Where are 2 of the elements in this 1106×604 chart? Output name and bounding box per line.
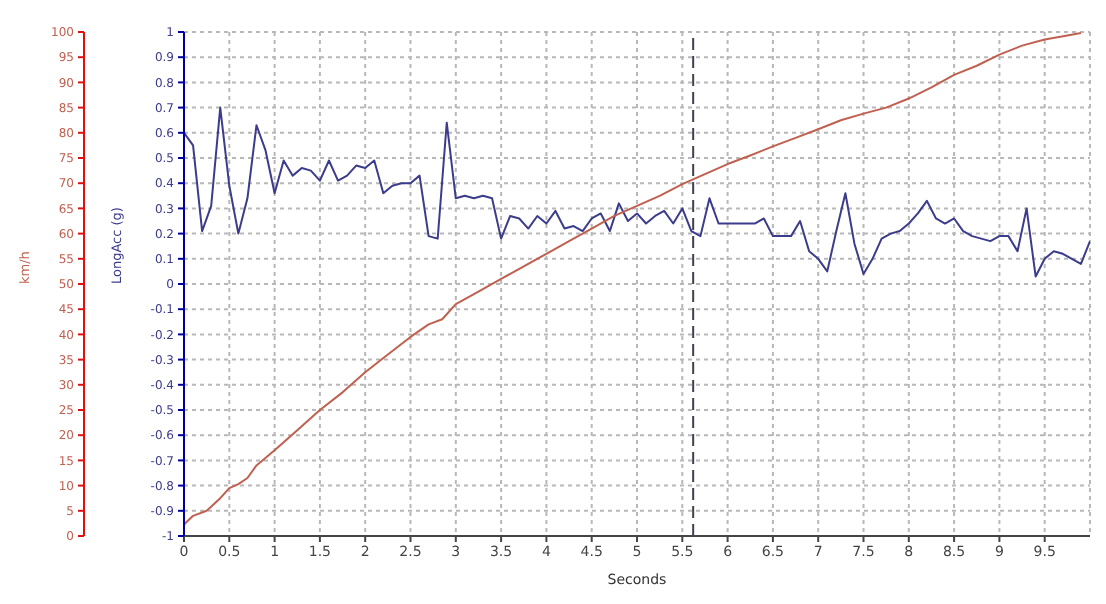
line-series (184, 106, 1090, 278)
line-series (184, 32, 1082, 526)
